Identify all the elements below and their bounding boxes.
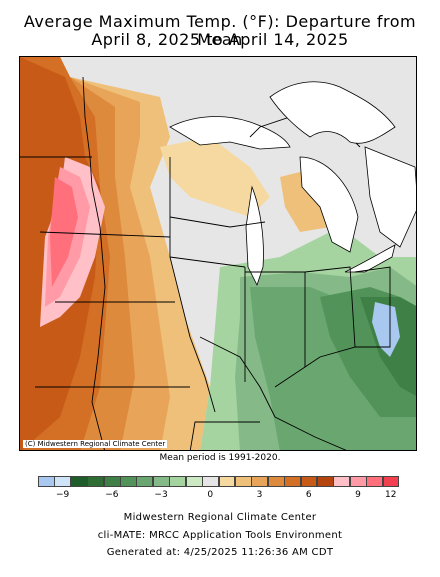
- legend-tick-label: 12: [385, 490, 397, 500]
- legend-tick-label: −9: [55, 490, 70, 500]
- zone-hottest: [50, 177, 78, 287]
- ontario-outline: [364, 146, 416, 248]
- legend-tick-label: 3: [256, 490, 263, 500]
- legend-swatch: [70, 476, 88, 487]
- footer-organization: Midwestern Regional Climate Center: [123, 512, 317, 523]
- legend-swatch: [333, 476, 351, 487]
- legend-swatch: [234, 476, 252, 487]
- footer-tool: cli-MATE: MRCC Application Tools Environ…: [97, 530, 343, 541]
- legend-swatch: [349, 476, 367, 487]
- mean-period-note: Mean period is 1991-2020.: [159, 453, 281, 463]
- map-credit: (C) Midwestern Regional Climate Center: [23, 440, 168, 448]
- legend-swatch: [185, 476, 203, 487]
- legend-swatch: [169, 476, 187, 487]
- zone-coldest: [372, 302, 400, 357]
- lake-michigan: [245, 185, 264, 287]
- lake-superior: [169, 116, 291, 150]
- legend-swatch: [136, 476, 154, 487]
- legend-swatch: [300, 476, 318, 487]
- map-title: Average Maximum Temp. (°F): Departure fr…: [23, 12, 417, 49]
- legend-swatch: [251, 476, 269, 487]
- color-legend: [38, 476, 400, 487]
- legend-swatch: [218, 476, 236, 487]
- zone-north-warm: [160, 137, 270, 217]
- legend-swatch: [284, 476, 302, 487]
- legend-swatch: [103, 476, 121, 487]
- lake-huron: [299, 156, 359, 253]
- canada-outline: [269, 81, 396, 144]
- legend-swatch: [316, 476, 334, 487]
- map-date-range: April 8, 2025 to April 14, 2025: [91, 30, 349, 49]
- map-graphic: [20, 57, 416, 450]
- legend-tick-label: 0: [207, 490, 214, 500]
- legend-tick-label: −6: [105, 490, 119, 500]
- legend-swatch: [120, 476, 137, 487]
- legend-swatch: [382, 476, 400, 487]
- lake-erie: [344, 244, 396, 273]
- footer-generated: Generated at: 4/25/2025 11:26:36 AM CDT: [106, 547, 334, 558]
- state-boundaries: [20, 76, 391, 450]
- legend-swatch: [38, 476, 55, 487]
- legend-swatch: [202, 476, 219, 487]
- temperature-departure-map: (C) Midwestern Regional Climate Center: [19, 56, 417, 451]
- legend-tick-label: 9: [355, 490, 361, 500]
- legend-swatch: [366, 476, 384, 487]
- legend-swatch: [87, 476, 105, 487]
- legend-tick-label: −3: [154, 490, 168, 500]
- legend-swatch: [267, 476, 285, 487]
- legend-tick-label: 6: [305, 490, 312, 500]
- legend-swatch: [54, 476, 72, 487]
- legend-swatch: [152, 476, 170, 487]
